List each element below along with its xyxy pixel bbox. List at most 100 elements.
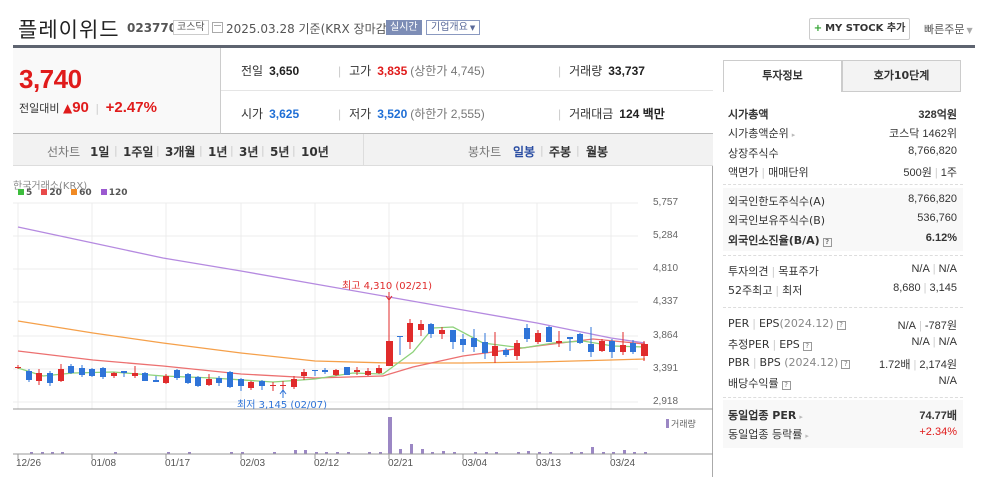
y-tick: 5,284 bbox=[653, 230, 679, 241]
info-row: 배당수익률? N/A bbox=[728, 374, 957, 390]
volume-swatch bbox=[666, 419, 669, 428]
investment-info-panel: 투자정보 호가10단계 시가총액 328억원 시가총액순위 ▸ 코스닥 1462위 상… bbox=[713, 48, 975, 477]
change-percent: +2.47% bbox=[105, 99, 157, 116]
stat-open: 시가 3,625 bbox=[241, 107, 300, 121]
help-icon[interactable]: ? bbox=[822, 237, 832, 247]
info-row: 추정PER | EPS? N/A | N/A bbox=[728, 336, 957, 352]
info-row: 액면가 | 매매단위 500원 | 1주 bbox=[728, 165, 957, 179]
period-1w[interactable]: 1주일 bbox=[123, 145, 154, 159]
period-5y[interactable]: 5년 bbox=[270, 145, 290, 159]
info-row: 상장주식수 8,766,820 bbox=[728, 144, 957, 160]
chevron-down-icon: ▼ bbox=[966, 26, 973, 35]
help-icon[interactable]: ? bbox=[836, 321, 846, 330]
divider bbox=[723, 255, 963, 256]
stat-low: | 저가 3,520 (하한가 2,555) bbox=[338, 107, 485, 121]
add-mystock-button[interactable]: + MY STOCK 추가 bbox=[809, 18, 910, 40]
period-3m[interactable]: 3개월 bbox=[165, 145, 196, 159]
current-price: 3,740 bbox=[19, 64, 82, 94]
chevron-down-icon: ▼ bbox=[469, 24, 476, 32]
y-tick: 5,757 bbox=[653, 197, 679, 208]
info-row: 외국인소진율(B/A)? 6.12% bbox=[728, 231, 957, 247]
x-tick: 03/13 bbox=[536, 458, 562, 469]
change-value: 90 bbox=[72, 99, 89, 116]
period-1y[interactable]: 1년 bbox=[208, 145, 228, 159]
x-tick: 03/04 bbox=[462, 458, 488, 469]
period-daily[interactable]: 일봉 bbox=[513, 145, 536, 159]
price-summary: 3,740 전일대비 ▲90 | +2.47% bbox=[13, 48, 221, 134]
stock-chart[interactable]: 한국거래소(KRX) 5 20 60 120 bbox=[13, 166, 713, 477]
help-icon[interactable]: ? bbox=[802, 342, 812, 352]
price-stats: 전일 3,650 | 고가 3,835 (상한가 4,745) | 거래량 33,737 시… bbox=[221, 48, 713, 134]
x-tick: 01/17 bbox=[165, 458, 191, 469]
info-row-industry-per[interactable]: 동일업종 PER ▸ 74.77배 bbox=[728, 409, 957, 422]
foreign-ownership-section: 외국인한도주식수(A) 8,766,820 외국인보유주식수(B) 536,760 … bbox=[723, 188, 963, 251]
ma20-swatch bbox=[41, 189, 48, 195]
stock-header: 플레이위드 023770 코스닥 2025.03.28 기준(KRX 장마감) … bbox=[0, 0, 989, 46]
market-cap-section: 시가총액 328억원 시가총액순위 ▸ 코스닥 1462위 상장주식수 8,766,82… bbox=[723, 104, 963, 181]
date-text: 2025.03.28 기준(KRX 장마감) bbox=[226, 22, 392, 36]
divider bbox=[723, 397, 963, 398]
quick-order-dropdown[interactable]: 빠른주문 ▼ bbox=[924, 21, 973, 37]
candlestick-plot: 최고 4,310 (02/21) 최저 3,145 (02/07) bbox=[13, 202, 713, 459]
tab-orderbook-10[interactable]: 호가10단계 bbox=[842, 60, 961, 92]
info-row: PBR | BPS (2024.12)? 1.72배 | 2,174원 bbox=[728, 355, 957, 371]
divider bbox=[723, 307, 963, 308]
stat-high: | 고가 3,835 (상한가 4,745) bbox=[338, 64, 485, 78]
up-triangle-icon: ▲ bbox=[62, 101, 73, 115]
x-tick: 02/12 bbox=[314, 458, 340, 469]
info-row: 외국인보유주식수(B) 536,760 bbox=[728, 212, 957, 228]
realtime-button[interactable]: 실시간 bbox=[386, 20, 422, 35]
info-row-industry-change[interactable]: 동일업종 등락률 ▸ +2.34% bbox=[728, 426, 957, 442]
arrow-right-icon: ▸ bbox=[799, 413, 803, 421]
arrow-right-icon: ▸ bbox=[805, 432, 809, 441]
period-10y[interactable]: 10년 bbox=[301, 145, 329, 159]
stat-trade-value: | 거래대금 124 백만 bbox=[558, 107, 665, 121]
volume-legend: 거래량 bbox=[666, 417, 696, 430]
change-label: 전일대비 bbox=[19, 102, 60, 115]
stat-prev-close: 전일 3,650 bbox=[241, 64, 300, 78]
company-info-dropdown[interactable]: 기업개요 ▼ bbox=[426, 20, 481, 35]
separator: | bbox=[95, 102, 100, 115]
help-icon[interactable]: ? bbox=[781, 380, 791, 390]
y-tick: 3,391 bbox=[653, 363, 679, 374]
line-chart-label: 선차트 bbox=[47, 145, 81, 159]
candle-chart-label: 봉차트 bbox=[468, 145, 502, 159]
ma60-swatch bbox=[71, 189, 78, 195]
low-annotation: 최저 3,145 (02/07) bbox=[237, 399, 327, 411]
help-icon[interactable]: ? bbox=[841, 359, 851, 369]
info-row-market-cap-rank[interactable]: 시가총액순위 ▸ 코스닥 1462위 bbox=[728, 127, 957, 141]
exchange-label: 한국거래소(KRX) bbox=[13, 181, 88, 192]
x-tick: 12/26 bbox=[16, 458, 42, 469]
info-row: 시가총액 328억원 bbox=[728, 108, 957, 121]
stock-name: 플레이위드 bbox=[18, 18, 120, 42]
period-divider bbox=[363, 134, 364, 166]
info-tabs: 투자정보 호가10단계 bbox=[723, 60, 961, 92]
x-tick: 01/08 bbox=[91, 458, 117, 469]
header-divider bbox=[13, 45, 713, 48]
ma5-swatch bbox=[18, 189, 24, 195]
y-tick: 2,918 bbox=[653, 396, 679, 407]
high-annotation: 최고 4,310 (02/21) bbox=[342, 280, 432, 292]
ma120-swatch bbox=[100, 189, 107, 195]
period-weekly[interactable]: 주봉 bbox=[549, 145, 572, 159]
info-row: 투자의견 | 목표주가 N/A | N/A bbox=[728, 263, 957, 278]
period-1d[interactable]: 1일 bbox=[90, 145, 110, 159]
y-tick: 4,810 bbox=[653, 263, 679, 274]
price-change-row: 전일대비 ▲90 | +2.47% bbox=[19, 99, 157, 116]
x-tick: 02/21 bbox=[388, 458, 414, 469]
period-monthly[interactable]: 월봉 bbox=[586, 145, 609, 159]
ma-legend: 5 20 60 120 bbox=[18, 188, 128, 198]
company-info-label: 기업개요 bbox=[431, 22, 468, 33]
stat-volume: | 거래량 33,737 bbox=[558, 64, 645, 78]
info-row: PER | EPS(2024.12)? N/A | -787원 bbox=[728, 317, 957, 332]
calendar-icon bbox=[212, 22, 223, 33]
add-mystock-label: MY STOCK 추가 bbox=[825, 23, 906, 34]
info-row: 외국인한도주식수(A) 8,766,820 bbox=[728, 193, 957, 208]
valuation-section: PER | EPS(2024.12)? N/A | -787원 추정PER | EPS? N/A… bbox=[723, 315, 963, 392]
period-3y[interactable]: 3년 bbox=[239, 145, 259, 159]
tab-investment-info[interactable]: 투자정보 bbox=[723, 60, 842, 92]
x-tick: 02/03 bbox=[240, 458, 266, 469]
candles bbox=[15, 296, 648, 391]
period-selector: 선차트 1일 | 1주일 | 3개월 | 1년 | 3년 | 5년 | 10년 … bbox=[13, 134, 713, 166]
arrow-right-icon: ▸ bbox=[791, 131, 796, 140]
